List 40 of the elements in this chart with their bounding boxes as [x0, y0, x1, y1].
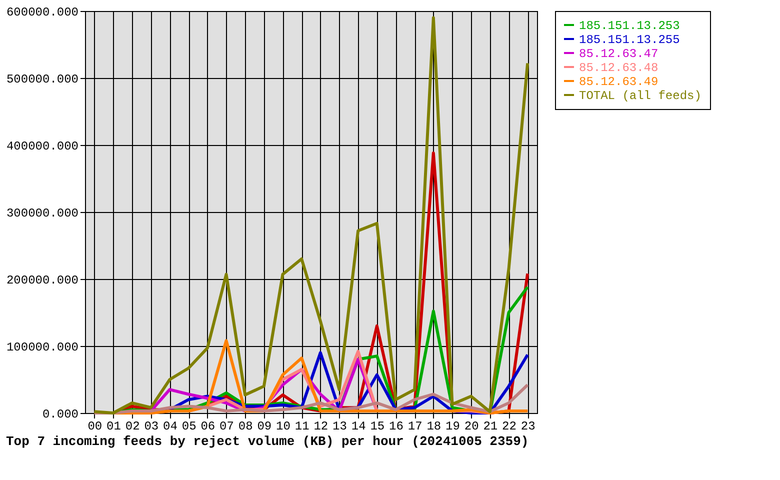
x-tick-label: 13 — [332, 420, 347, 434]
legend-label: 85.12.63.47 — [579, 47, 658, 61]
legend-label: 85.12.63.48 — [579, 61, 658, 75]
x-tick-label: 16 — [389, 420, 404, 434]
x-tick-label: 11 — [294, 420, 310, 434]
y-tick-label: 300000.000 — [6, 206, 78, 220]
line-series — [92, 16, 530, 414]
x-tick-label: 04 — [163, 420, 178, 434]
y-tick-label: 100000.000 — [6, 340, 78, 354]
x-tick-label: 19 — [446, 420, 460, 434]
x-tick-label: 09 — [257, 420, 272, 434]
x-tick-label: 21 — [483, 420, 498, 434]
x-tick-label: 03 — [144, 420, 159, 434]
y-tick-label: 400000.000 — [6, 140, 78, 154]
line-series — [92, 383, 530, 414]
x-tick-label: 22 — [502, 420, 516, 434]
x-tick-label: 02 — [125, 420, 140, 434]
x-tick-label: 14 — [351, 420, 366, 434]
y-tick-label: 500000.000 — [6, 72, 78, 86]
legend-label: TOTAL (all feeds) — [579, 89, 702, 103]
x-tick-label: 12 — [314, 420, 328, 434]
x-tick-label: 01 — [106, 420, 121, 434]
legend-label: 185.151.13.253 — [579, 19, 680, 33]
legend-label: 185.151.13.255 — [579, 33, 680, 47]
x-tick-label: 00 — [88, 420, 102, 434]
x-tick-label: 07 — [220, 420, 234, 434]
y-tick-label: 0.000 — [42, 408, 78, 422]
x-tick-label: 06 — [200, 420, 216, 434]
x-tick-label: 23 — [520, 420, 536, 434]
x-tick-label: 20 — [464, 420, 479, 434]
text: Top 7 incoming feeds by reject volume (KB) per hour (20241005 2359) — [6, 434, 529, 449]
x-tick-label: 17 — [408, 420, 422, 434]
y-tick-label: 600000.000 — [6, 6, 78, 20]
x-tick-label: 15 — [370, 420, 385, 434]
legend-label: 85.12.63.49 — [579, 75, 658, 89]
x-tick-label: 10 — [276, 420, 290, 434]
x-tick-label: 18 — [426, 420, 442, 434]
x-tick-label: 08 — [238, 420, 253, 434]
x-tick-label: 05 — [182, 420, 196, 434]
y-tick-label: 200000.000 — [6, 274, 78, 288]
